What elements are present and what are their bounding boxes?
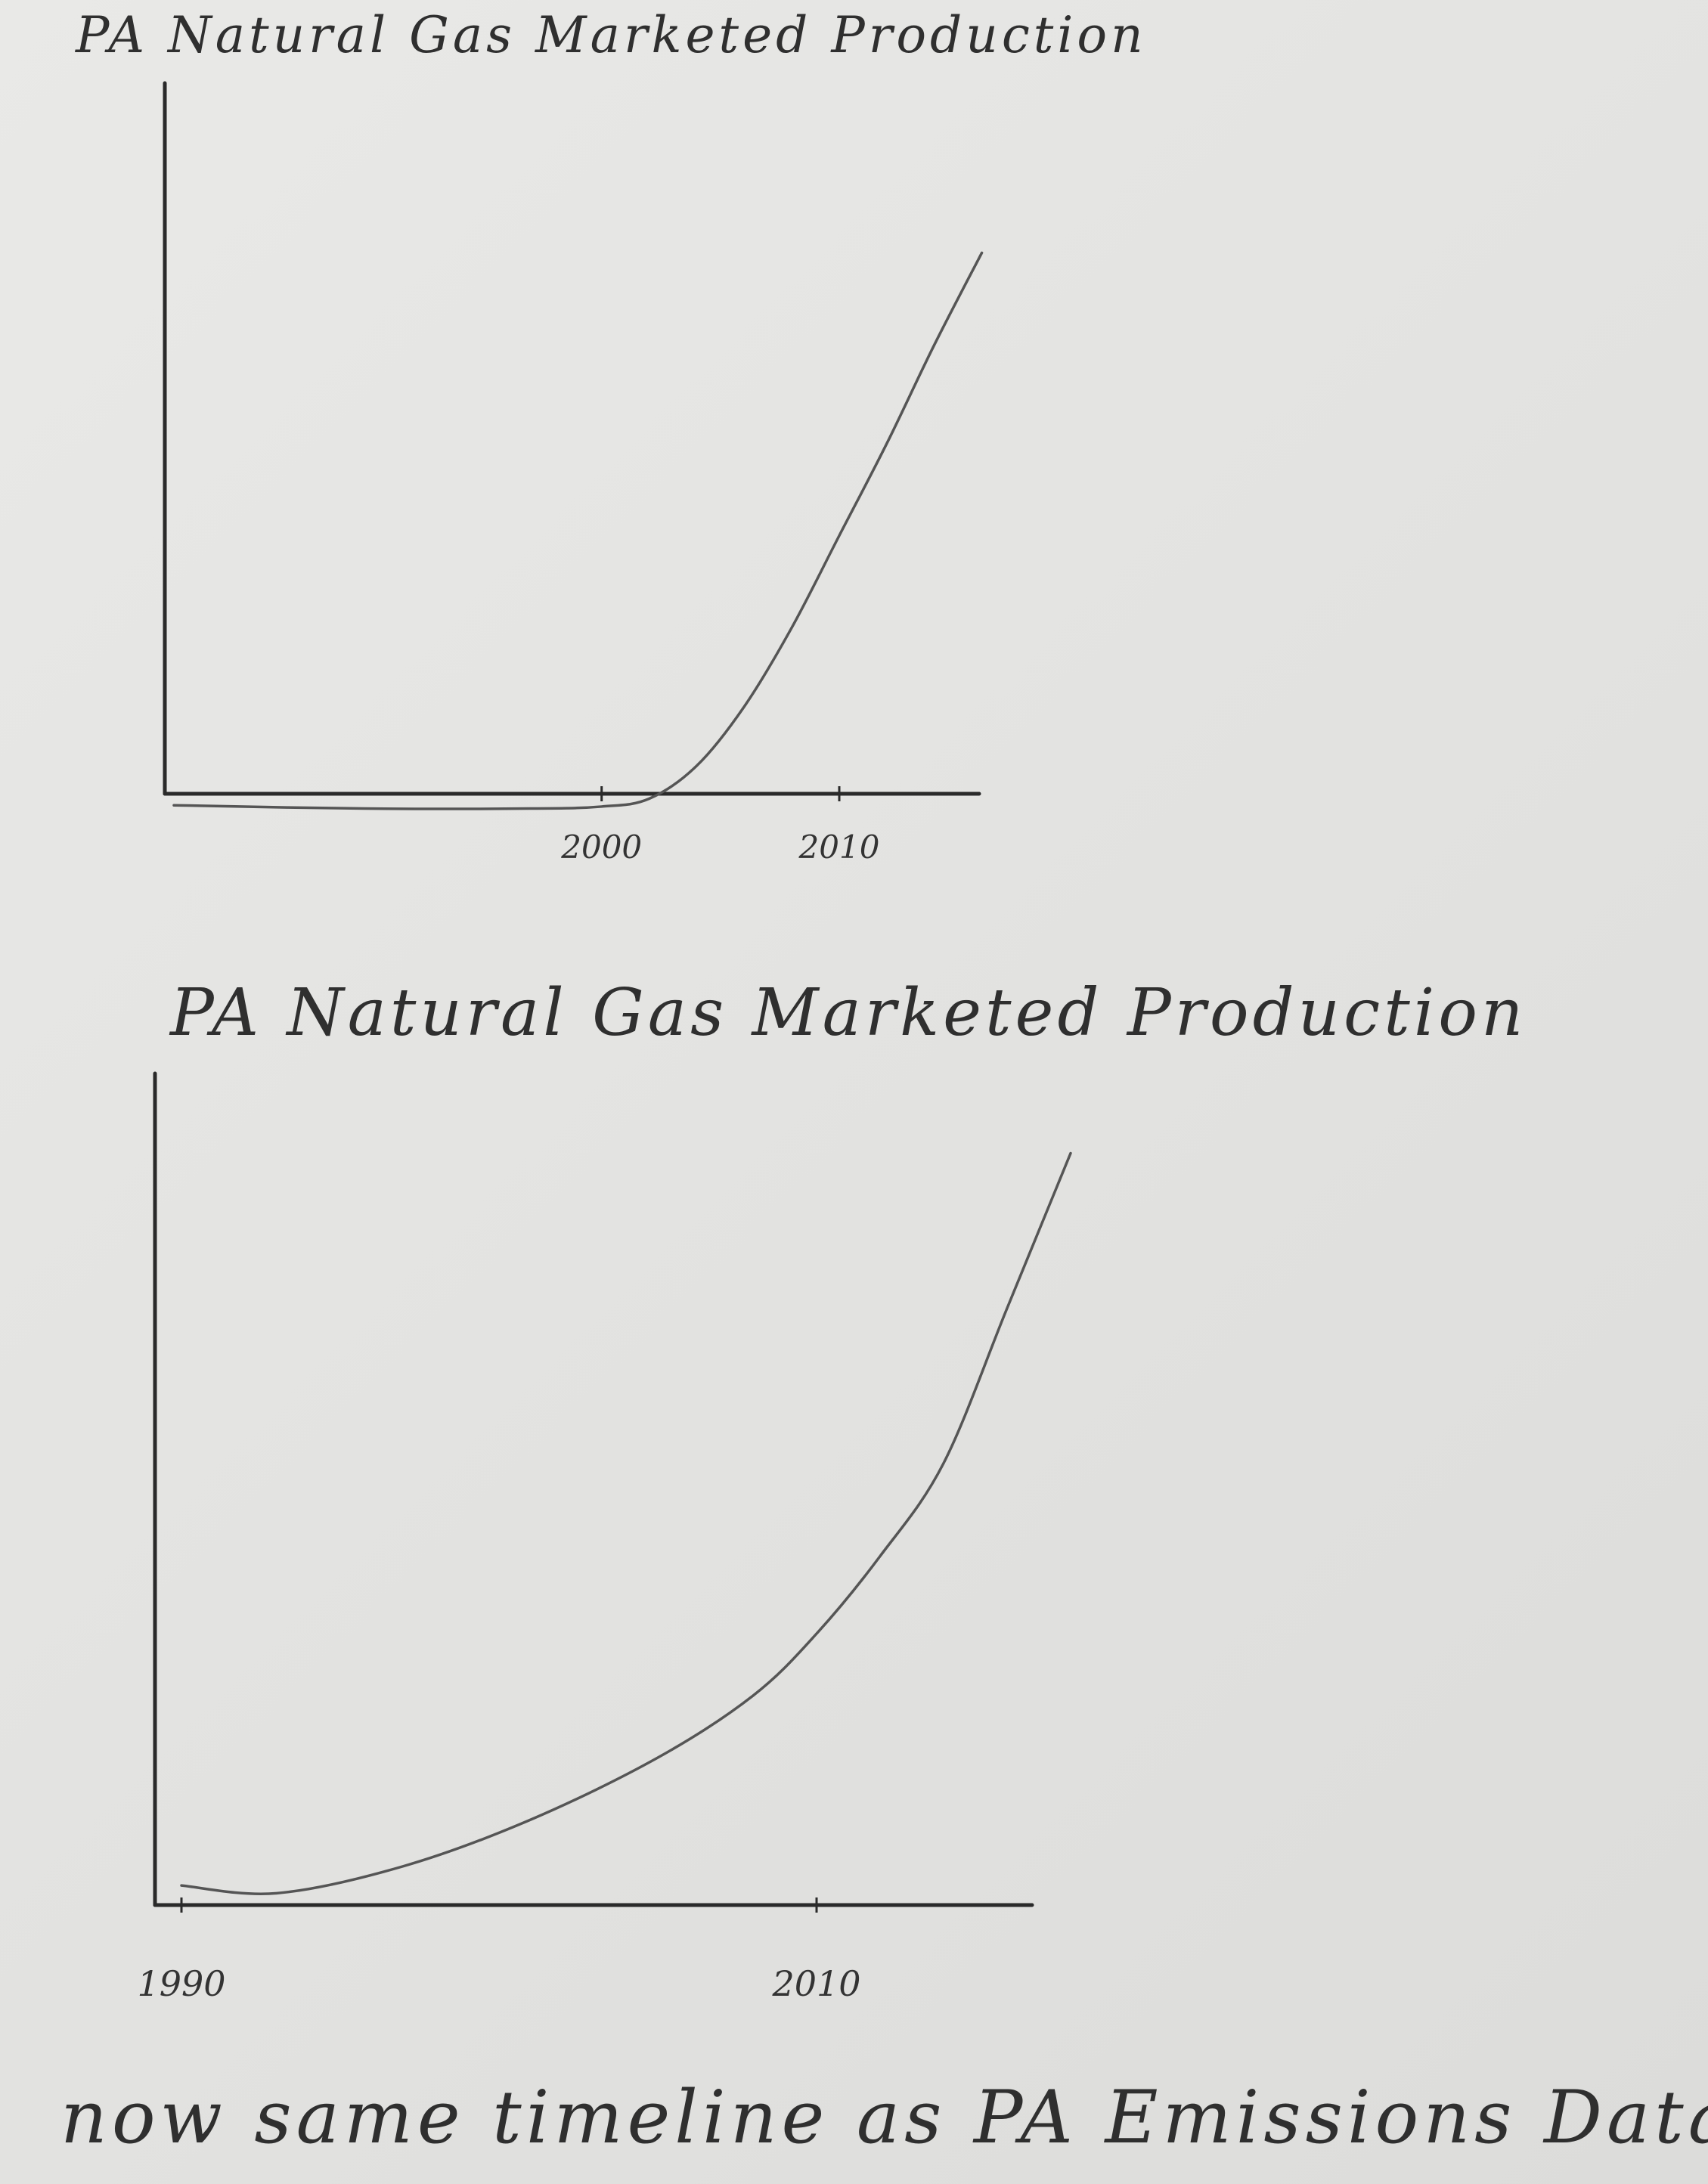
chart-1: 2000 2010 bbox=[163, 81, 984, 866]
chart-1-title: PA Natural Gas Marketed Production bbox=[76, 6, 1147, 64]
chart-1-series-line bbox=[172, 251, 984, 810]
chart-1-x-tick-label: 2010 bbox=[798, 829, 880, 866]
chart-2-x-tick-label: 2010 bbox=[771, 1963, 860, 2004]
chart-2-title: PA Natural Gas Marketed Production bbox=[170, 975, 1527, 1051]
chart-2: 1990 2010 bbox=[137, 1071, 1072, 2004]
chart-2-series-line bbox=[180, 1151, 1072, 1895]
chart-2-x-tick-label: 1990 bbox=[137, 1963, 225, 2004]
chart-1-x-tick-label: 2000 bbox=[560, 829, 642, 866]
footer-note: now same timeline as PA Emissions Data bbox=[60, 2075, 1708, 2160]
